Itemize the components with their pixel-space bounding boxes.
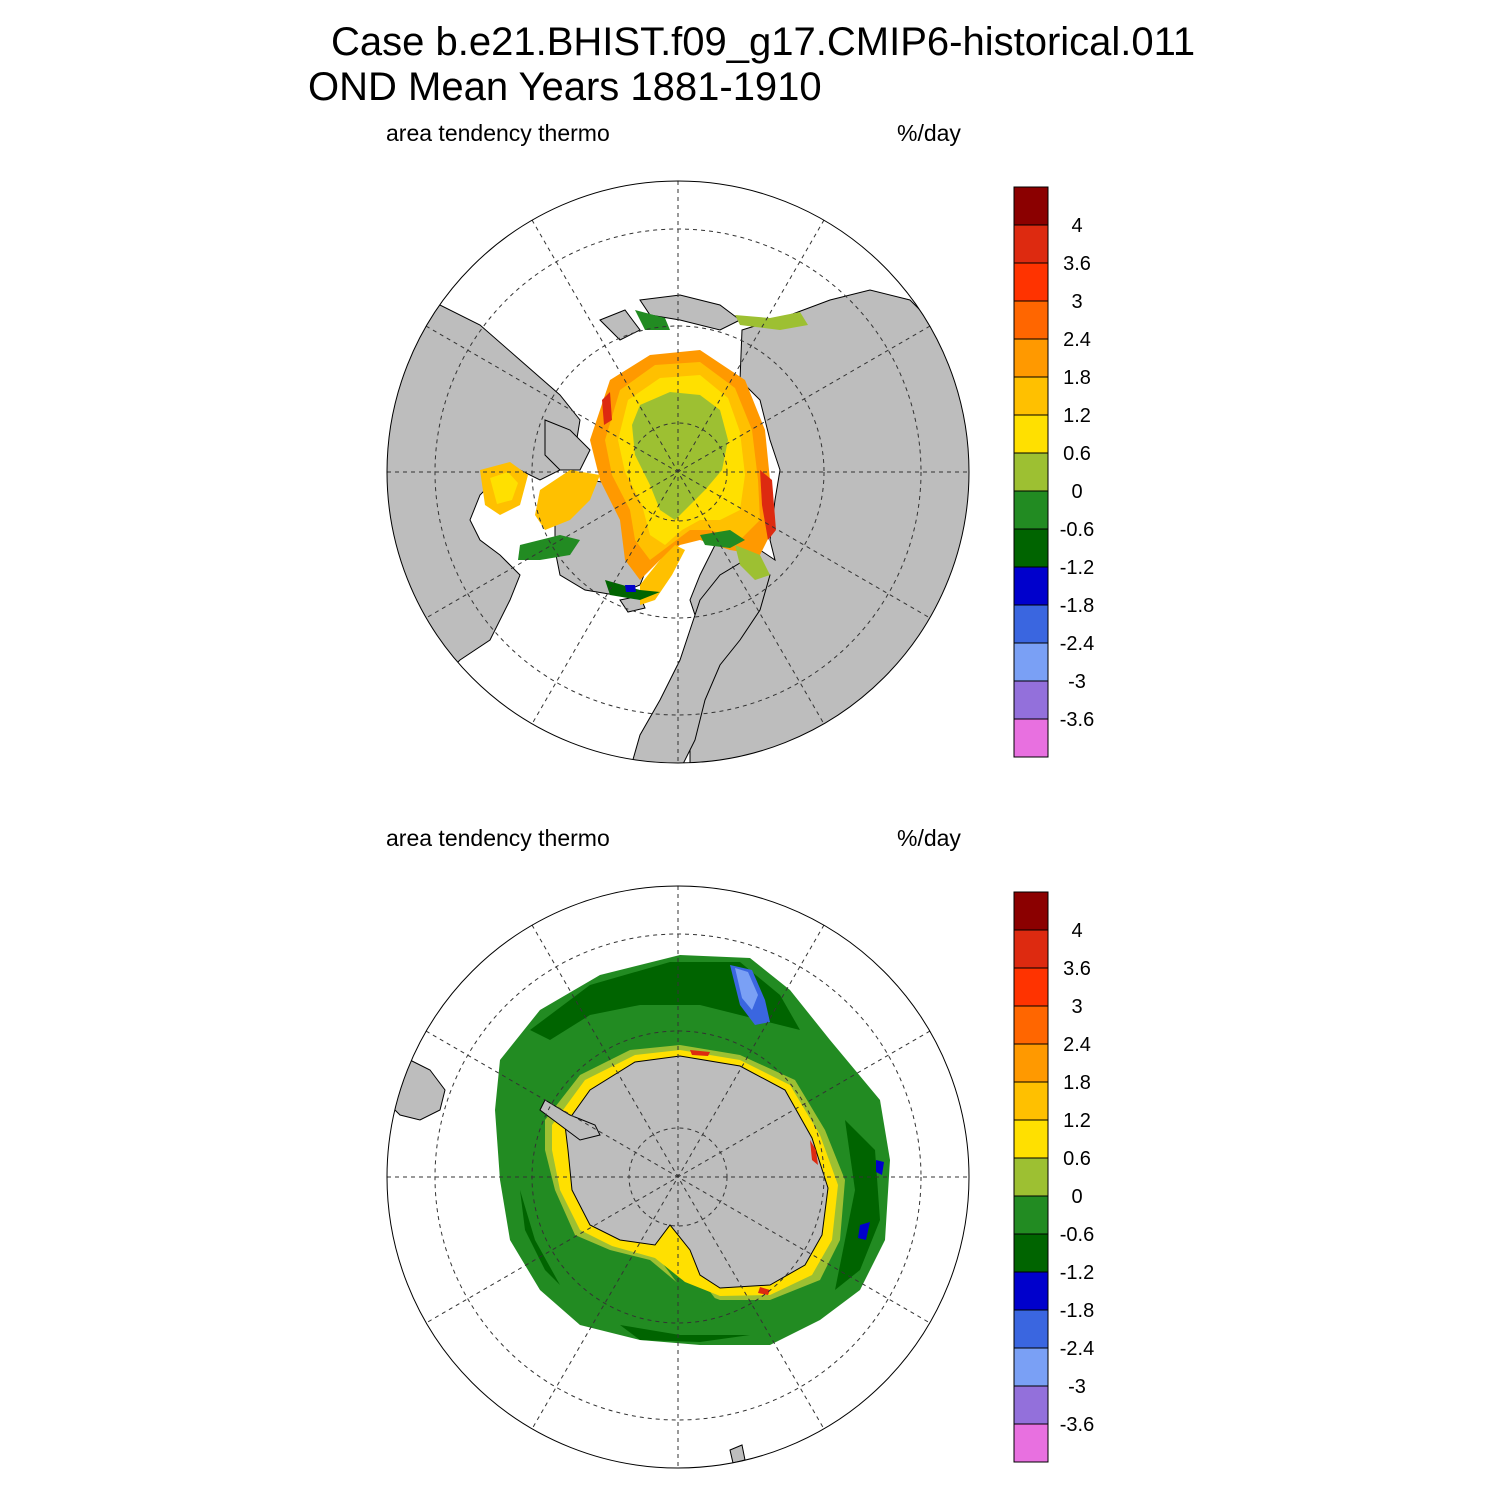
south-colorbar-tick-label: 0.6 xyxy=(1063,1148,1091,1170)
south-colorbar-swatch xyxy=(1013,1081,1049,1121)
north-variable-label: area tendency thermo xyxy=(386,120,610,146)
south-colorbar-tick-label: 1.2 xyxy=(1063,1110,1091,1132)
north-colorbar-tick-label: 3.6 xyxy=(1063,253,1091,275)
south-graticule xyxy=(387,886,969,1468)
north-colorbar-tick-label: 0 xyxy=(1071,481,1082,503)
figure-title-case: Case b.e21.BHIST.f09_g17.CMIP6-historica… xyxy=(331,20,1196,64)
south-colorbar-swatch xyxy=(1013,1271,1049,1311)
north-colorbar-swatch xyxy=(1013,642,1049,682)
south-colorbar-swatch xyxy=(1013,967,1049,1007)
south-colorbar-swatch xyxy=(1013,1157,1049,1197)
south-colorbar-swatch xyxy=(1013,1233,1049,1273)
south-colorbar-swatch xyxy=(1013,929,1049,969)
north-graticule xyxy=(387,181,969,763)
north-colorbar-swatch xyxy=(1013,300,1049,340)
south-colorbar-swatch xyxy=(1013,1195,1049,1235)
north-colorbar-swatch xyxy=(1013,718,1049,758)
north-colorbar-swatch xyxy=(1013,376,1049,416)
south-colorbar-swatch xyxy=(1013,1119,1049,1159)
north-colorbar-swatch xyxy=(1013,680,1049,720)
north-colorbar-tick-label: -3.6 xyxy=(1060,709,1094,731)
north-colorbar-tick-label: 1.2 xyxy=(1063,405,1091,427)
north-colorbar: 4 3.6 3 2.4 1.8 1.2 0.6 0 -0.6 -1.2 -1.8 -2.4 -3 -3.6 xyxy=(1013,186,1094,758)
north-colorbar-tick-label: -2.4 xyxy=(1060,633,1094,655)
south-colorbar: 4 3.6 3 2.4 1.8 1.2 0.6 0 -0.6 -1.2 -1.8 -2.4 -3 -3.6 xyxy=(1013,891,1094,1463)
south-colorbar-tick-label: -2.4 xyxy=(1060,1338,1094,1360)
north-land xyxy=(387,289,969,763)
south-colorbar-tick-label: 3.6 xyxy=(1063,958,1091,980)
south-colorbar-tick-label: -1.2 xyxy=(1060,1262,1094,1284)
south-colorbar-tick-label: 0 xyxy=(1071,1186,1082,1208)
south-variable-label: area tendency thermo xyxy=(386,825,610,851)
antarctica-land xyxy=(564,1055,829,1289)
south-polar-map xyxy=(386,885,970,1469)
north-map-border xyxy=(386,180,970,764)
south-colorbar-swatch xyxy=(1013,1005,1049,1045)
south-colorbar-tick-label: -3.6 xyxy=(1060,1414,1094,1436)
north-colorbar-swatch xyxy=(1013,490,1049,530)
south-map-content xyxy=(387,955,890,1464)
south-colorbar-swatch xyxy=(1013,1423,1049,1463)
north-colorbar-swatch xyxy=(1013,338,1049,378)
north-colorbar-swatch xyxy=(1013,262,1049,302)
south-colorbar-swatch xyxy=(1013,1385,1049,1425)
north-colorbar-tick-label: -3 xyxy=(1068,671,1086,693)
south-colorbar-swatch xyxy=(1013,1043,1049,1083)
south-colorbar-tick-label: 4 xyxy=(1071,920,1082,942)
south-colorbar-swatch xyxy=(1013,891,1049,931)
figure-title-period: OND Mean Years 1881-1910 xyxy=(308,65,822,109)
north-colorbar-swatch xyxy=(1013,186,1049,226)
south-units-label: %/day xyxy=(897,825,961,851)
south-colorbar-tick-label: 3 xyxy=(1071,996,1082,1018)
north-colorbar-tick-label: -1.8 xyxy=(1060,595,1094,617)
north-colorbar-swatch xyxy=(1013,452,1049,492)
south-colorbar-tick-label: -1.8 xyxy=(1060,1300,1094,1322)
north-colorbar-swatch xyxy=(1013,566,1049,606)
south-colorbar-tick-label: 2.4 xyxy=(1063,1034,1091,1056)
south-map-border xyxy=(386,885,970,1469)
north-colorbar-tick-label: 4 xyxy=(1071,215,1082,237)
south-colorbar-swatch xyxy=(1013,1347,1049,1387)
south-colorbar-tick-label: -3 xyxy=(1068,1376,1086,1398)
north-colorbar-tick-label: -0.6 xyxy=(1060,519,1094,541)
north-colorbar-tick-label: 3 xyxy=(1071,291,1082,313)
north-colorbar-swatch xyxy=(1013,414,1049,454)
north-colorbar-tick-label: 0.6 xyxy=(1063,443,1091,465)
north-colorbar-swatch xyxy=(1013,224,1049,264)
south-colorbar-swatch xyxy=(1013,1309,1049,1349)
north-units-label: %/day xyxy=(897,120,961,146)
north-polar-map xyxy=(386,180,970,764)
north-colorbar-tick-label: -1.2 xyxy=(1060,557,1094,579)
north-map-content xyxy=(387,289,969,763)
north-colorbar-swatch xyxy=(1013,528,1049,568)
north-colorbar-tick-label: 2.4 xyxy=(1063,329,1091,351)
south-colorbar-tick-label: 1.8 xyxy=(1063,1072,1091,1094)
north-colorbar-swatch xyxy=(1013,604,1049,644)
north-colorbar-tick-label: 1.8 xyxy=(1063,367,1091,389)
south-colorbar-tick-label: -0.6 xyxy=(1060,1224,1094,1246)
